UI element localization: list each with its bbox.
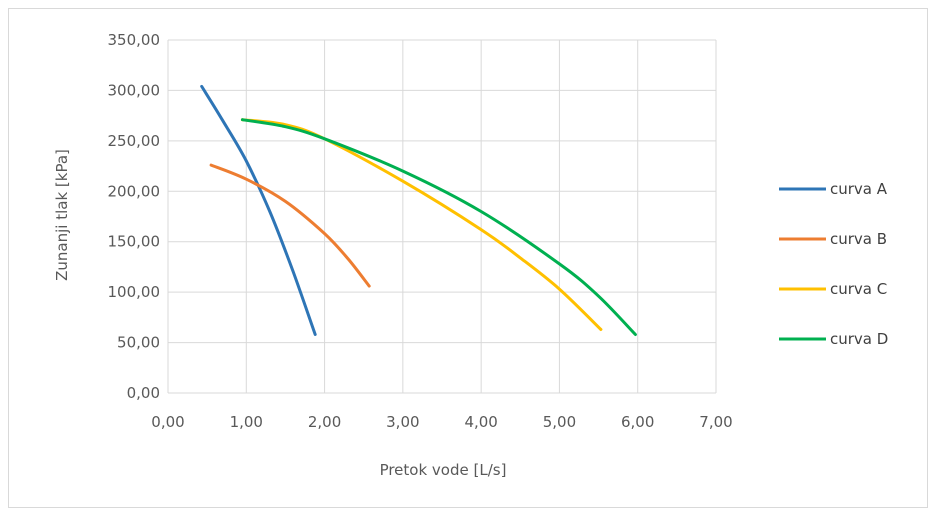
legend-label-curva-b: curva B: [830, 230, 887, 248]
x-tick-label: 2,00: [308, 413, 341, 431]
x-axis-title: Pretok vode [L/s]: [380, 461, 507, 479]
x-tick-label: 7,00: [699, 413, 732, 431]
tick-labels: 0,00 50,00 100,00 150,00 200,00 250,00 300,00 3…: [108, 31, 733, 431]
series-line-curva-d: [240, 118, 637, 336]
series-line-curva-b: [209, 163, 371, 288]
y-tick-label: 250,00: [108, 132, 161, 150]
legend-label-curva-d: curva D: [830, 330, 888, 348]
series-line-curva-c: [240, 118, 603, 331]
x-tick-label: 6,00: [621, 413, 654, 431]
chart-frame: [8, 8, 928, 508]
legend-label-curva-c: curva C: [830, 280, 887, 298]
y-tick-label: 0,00: [127, 384, 160, 402]
series-lines: [200, 84, 637, 336]
y-tick-label: 300,00: [108, 81, 161, 99]
y-tick-label: 100,00: [108, 283, 161, 301]
y-tick-label: 200,00: [108, 182, 161, 200]
series-line-curva-a: [200, 84, 317, 336]
x-tick-label: 1,00: [230, 413, 263, 431]
x-tick-label: 5,00: [543, 413, 576, 431]
legend-label-curva-a: curva A: [830, 180, 888, 198]
x-tick-label: 4,00: [464, 413, 497, 431]
y-tick-label: 150,00: [108, 233, 161, 251]
y-tick-label: 50,00: [117, 334, 160, 352]
x-tick-label: 0,00: [151, 413, 184, 431]
y-tick-label: 350,00: [108, 31, 161, 49]
x-tick-label: 3,00: [386, 413, 419, 431]
gridlines: [167, 39, 717, 394]
legend: curva A curva B curva C curva D: [779, 180, 888, 348]
y-axis-title: Zunanji tlak [kPa]: [53, 149, 71, 281]
